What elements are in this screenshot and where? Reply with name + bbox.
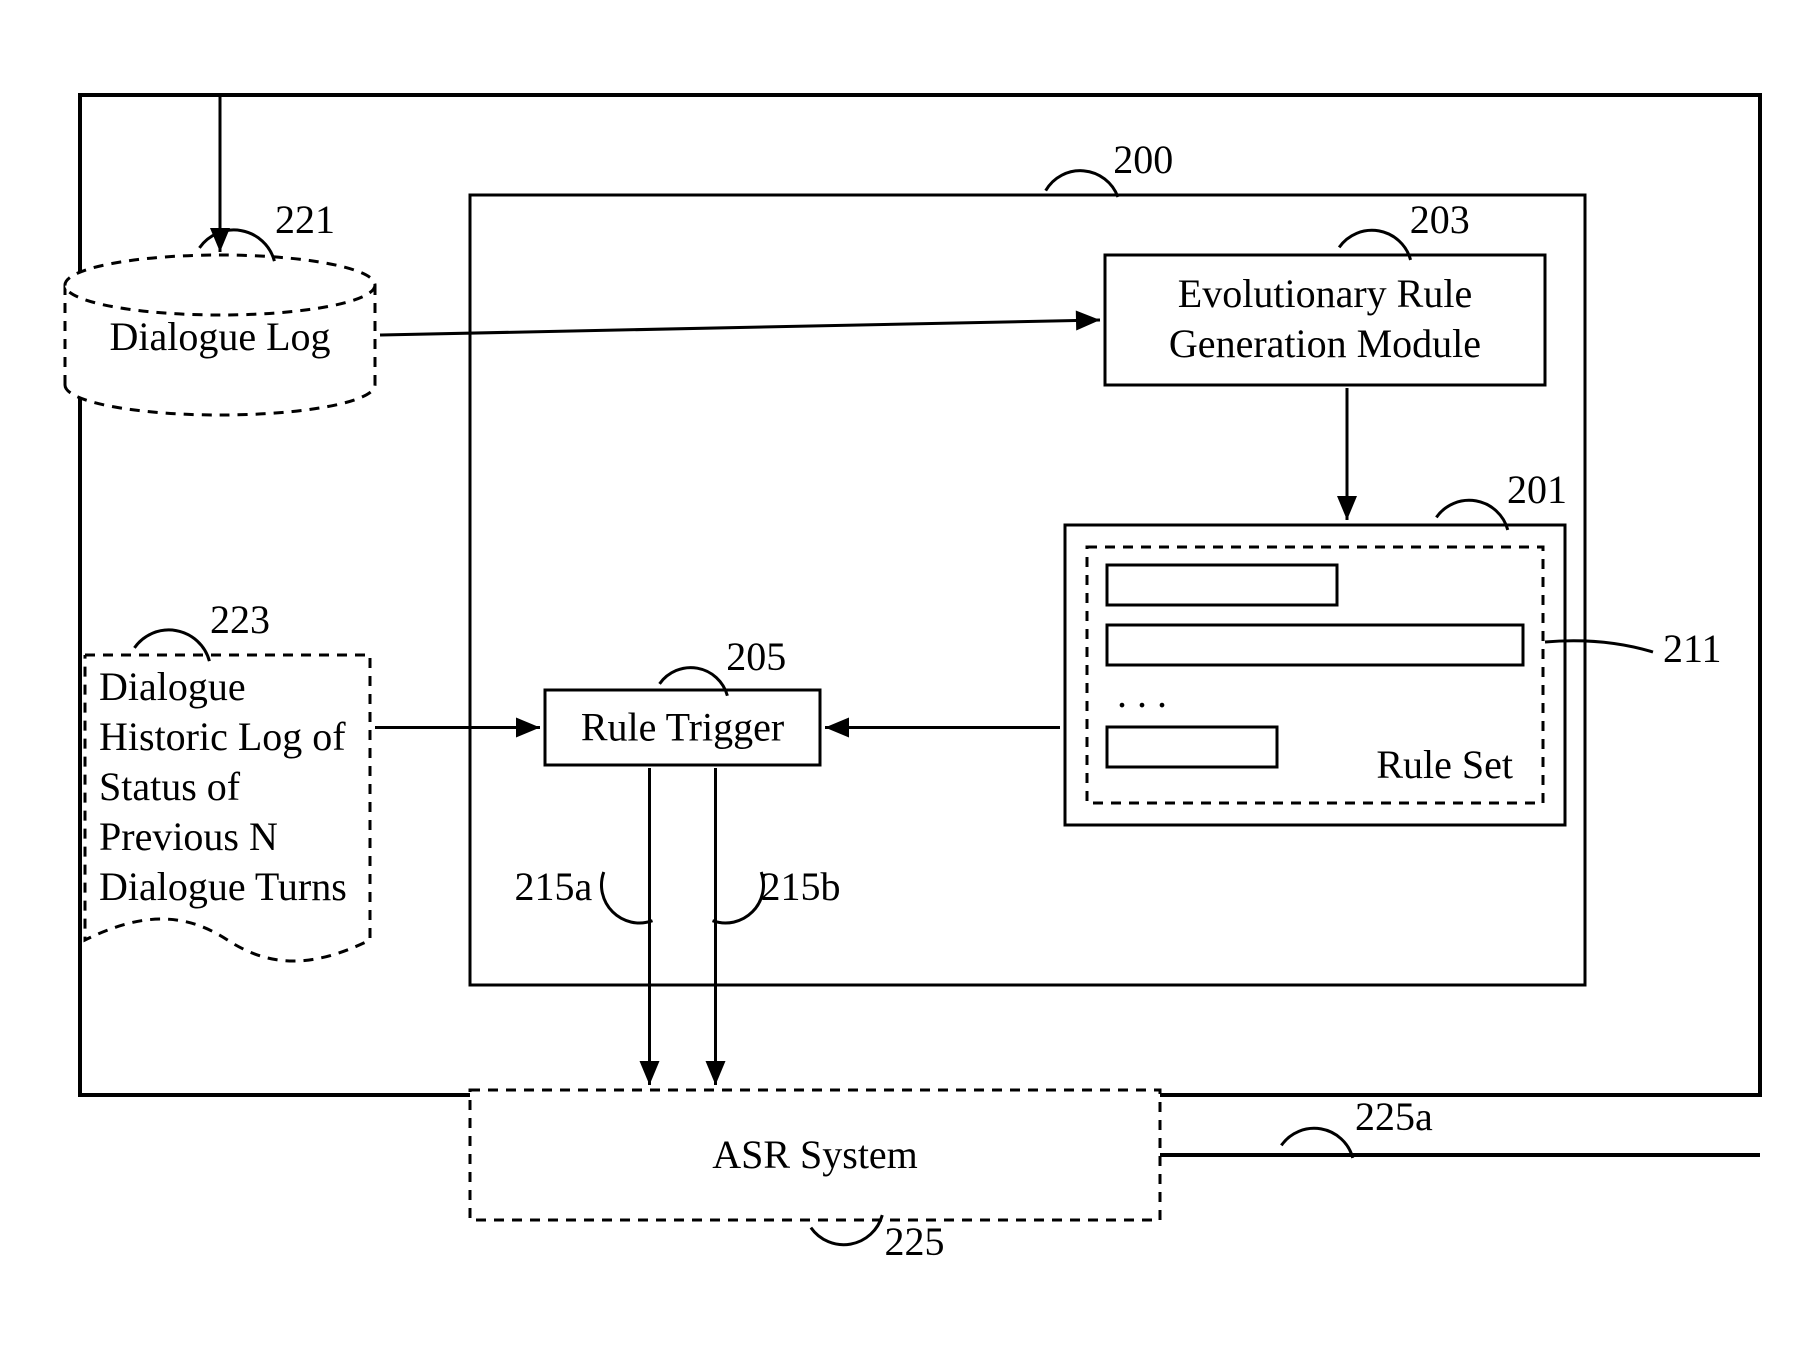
rule-set-ellipsis: . . . [1117, 671, 1167, 716]
ref-211: 211 [1663, 626, 1722, 671]
historic-log-line: Dialogue Turns [99, 864, 347, 909]
svg-text:203: 203 [1410, 197, 1470, 242]
historic-log-line: Previous N [99, 814, 278, 859]
svg-text:221: 221 [275, 197, 335, 242]
svg-text:201: 201 [1507, 467, 1567, 512]
rule-trigger-label: Rule Trigger [581, 705, 784, 750]
ref-200 [1046, 171, 1118, 197]
svg-text:205: 205 [726, 634, 786, 679]
historic-log-line: Historic Log of [99, 714, 346, 759]
svg-text:215b: 215b [761, 864, 841, 909]
svg-text:200: 200 [1113, 137, 1173, 182]
dialogue-log-label: Dialogue Log [109, 314, 330, 359]
asr-system-label: ASR System [712, 1132, 918, 1177]
historic-log-line: Status of [99, 764, 241, 809]
svg-text:223: 223 [210, 597, 270, 642]
svg-text:215a: 215a [515, 864, 593, 909]
rule-set-label: Rule Set [1376, 742, 1513, 787]
feedback-arrow-down [210, 95, 230, 252]
evo-rule-line1: Evolutionary Rule [1178, 271, 1472, 316]
evo-rule-line2: Generation Module [1169, 321, 1481, 366]
svg-text:225: 225 [885, 1219, 945, 1264]
historic-log-line: Dialogue [99, 664, 246, 709]
svg-text:225a: 225a [1355, 1094, 1433, 1139]
